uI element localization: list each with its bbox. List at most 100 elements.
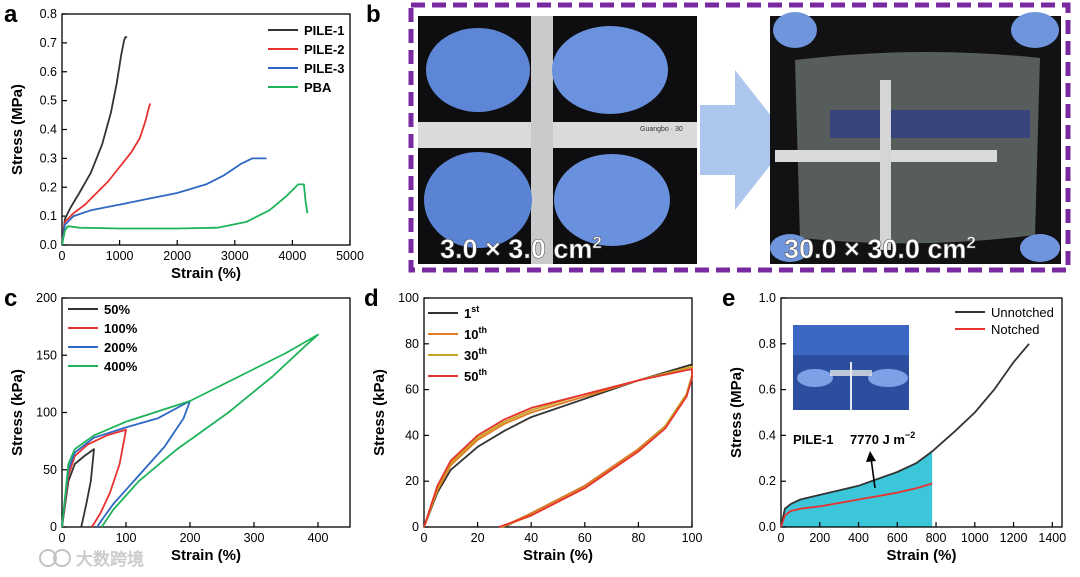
y-tick-label: 0 (50, 520, 57, 534)
x-tick-label: 100 (682, 531, 703, 545)
series-line-200 (61, 400, 191, 528)
photo-right-caption: 30.0 × 30.0 cm2 (784, 233, 976, 264)
legend-label: 30th (464, 346, 487, 363)
plot-frame (423, 297, 693, 528)
series-line-100 (61, 428, 127, 528)
x-tick-label: 300 (244, 531, 265, 545)
annotation-value: 7770 J m−2 (850, 430, 915, 447)
series-line-50 (423, 368, 693, 528)
y-tick-label: 0.8 (40, 7, 57, 21)
y-tick-label: 0.4 (759, 428, 776, 442)
y-axis-label: Stress (MPa) (9, 84, 26, 175)
x-axis-label: Strain (%) (886, 547, 956, 564)
x-tick-label: 800 (926, 531, 947, 545)
y-axis-label: Stress (kPa) (371, 369, 388, 456)
y-tick-label: 50 (43, 463, 57, 477)
x-tick-label: 0 (59, 249, 66, 263)
series-line-50 (61, 448, 95, 528)
y-tick-label: 40 (405, 428, 419, 442)
watermark: 大数跨境 (39, 549, 144, 569)
x-axis-label: Strain (%) (171, 547, 241, 564)
y-tick-label: 0.6 (759, 383, 776, 397)
x-axis-label: Strain (%) (171, 265, 241, 282)
legend: Unnotched Notched (955, 305, 1054, 337)
inset-photo-e (793, 325, 909, 410)
x-tick-label: 1400 (1038, 531, 1066, 545)
legend-label: 50th (464, 367, 487, 384)
chart-a: 0 1000 2000 3000 4000 5000 0.0 0.1 0.2 0.3 0.4 0.5 0… (9, 7, 364, 282)
legend-label: Unnotched (991, 305, 1054, 320)
x-tick-label: 0 (59, 531, 66, 545)
x-tick-label: 40 (524, 531, 538, 545)
x-tick-label: 400 (308, 531, 329, 545)
x-tick-label: 20 (471, 531, 485, 545)
x-tick-label: 2000 (163, 249, 191, 263)
x-tick-label: 200 (809, 531, 830, 545)
legend: 1st 10th 30th 50th (428, 304, 487, 384)
x-tick-label: 3000 (221, 249, 249, 263)
y-tick-label: 1.0 (759, 291, 776, 305)
legend-label: 50% (104, 302, 130, 317)
legend-label: 1st (464, 304, 479, 321)
y-tick-label: 60 (405, 383, 419, 397)
legend: 50% 100% 200% 400% (68, 302, 138, 374)
legend-label: 200% (104, 340, 138, 355)
panel-label-d: d (364, 285, 379, 312)
legend-label: Notched (991, 322, 1039, 337)
panel-label-b: b (366, 1, 381, 28)
y-tick-label: 100 (36, 406, 57, 420)
y-tick-label: 20 (405, 474, 419, 488)
legend: PILE-1 PILE-2 PILE-3 PBA (268, 23, 344, 95)
x-tick-label: 4000 (278, 249, 306, 263)
y-tick-label: 0.6 (40, 65, 57, 79)
x-tick-label: 200 (180, 531, 201, 545)
photo-left-caption: 3.0 × 3.0 cm2 (440, 233, 602, 264)
series-line-PILE2 (61, 103, 151, 246)
y-tick-label: 0.0 (759, 520, 776, 534)
series-line-Unnotched (780, 343, 1030, 528)
legend-label: 400% (104, 359, 138, 374)
y-tick-label: 150 (36, 348, 57, 362)
y-tick-label: 0.1 (40, 209, 57, 223)
legend-label: 10th (464, 325, 487, 342)
legend-label: PILE-1 (304, 23, 344, 38)
x-axis-label: Strain (%) (523, 547, 593, 564)
x-tick-label: 5000 (336, 249, 364, 263)
x-tick-label: 0 (778, 531, 785, 545)
x-tick-label: 600 (887, 531, 908, 545)
series-line-Notched (780, 482, 933, 528)
y-tick-label: 0.3 (40, 151, 57, 165)
x-tick-label: 80 (631, 531, 645, 545)
y-tick-label: 100 (398, 291, 419, 305)
y-tick-label: 0.0 (40, 238, 57, 252)
x-tick-label: 1000 (106, 249, 134, 263)
chart-d: 0 20 40 60 80 100 0 20 40 60 80 100 Strain (%) Stress… (371, 291, 702, 564)
legend-label: PBA (304, 80, 332, 95)
chart-e: 0 200 400 600 800 1000 1200 1400 0.0 0.2 0.4 0.6 0.8… (728, 291, 1066, 564)
legend-label: PILE-3 (304, 61, 344, 76)
series-line-400 (61, 333, 319, 528)
y-tick-label: 200 (36, 291, 57, 305)
photo-panel-b: Guangbo · 30 3.0 × 3.0 cm2 30.0 × 30.0 c… (408, 2, 1071, 273)
series-line-PBA (61, 183, 309, 246)
series-line-PILE1 (61, 36, 128, 246)
y-tick-label: 80 (405, 337, 419, 351)
legend-label: PILE-2 (304, 42, 344, 57)
arrow-head-icon (866, 451, 876, 462)
legend-label: 100% (104, 321, 138, 336)
series-line-PILE3 (61, 157, 267, 246)
panel-label-e: e (722, 285, 735, 312)
y-axis-label: Stress (kPa) (9, 369, 26, 456)
x-tick-label: 400 (848, 531, 869, 545)
chart-c: 0 100 200 300 400 0 50 100 150 200 Strain (%) Stres… (9, 291, 351, 564)
x-tick-label: 1000 (961, 531, 989, 545)
x-tick-label: 1200 (1000, 531, 1028, 545)
y-tick-label: 0.2 (40, 180, 57, 194)
y-tick-label: 0.2 (759, 474, 776, 488)
annotation-arrow (870, 457, 876, 489)
y-tick-label: 0.8 (759, 337, 776, 351)
panel-label-c: c (4, 285, 17, 312)
plot-frame (780, 297, 1063, 528)
annotation-label: PILE-1 (793, 432, 833, 447)
